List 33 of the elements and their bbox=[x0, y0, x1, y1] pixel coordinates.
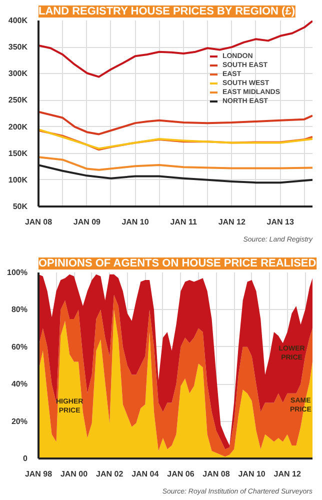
x-tick-label: JAN 98 bbox=[24, 470, 53, 478]
y-tick-label: 400K bbox=[8, 16, 28, 25]
chart-title: OPINIONS OF AGENTS ON HOUSE PRICE REALISED bbox=[38, 258, 316, 270]
y-tick-label: 0 bbox=[23, 454, 28, 463]
x-tick-label: JAN 08 bbox=[202, 470, 230, 478]
x-tick-label: JAN 08 bbox=[24, 218, 53, 226]
x-tick-label: JAN 12 bbox=[274, 470, 302, 478]
line-series bbox=[38, 156, 312, 171]
y-tick-label: 150K bbox=[8, 148, 28, 158]
x-tick-label: JAN 10 bbox=[122, 218, 150, 226]
y-tick-label: 50K bbox=[12, 202, 28, 211]
x-tick-label: JAN 12 bbox=[218, 218, 246, 226]
x-tick-label: JAN 00 bbox=[60, 470, 88, 478]
x-tick-label: JAN 06 bbox=[167, 470, 195, 478]
line-series bbox=[38, 110, 312, 136]
y-tick-label: 100% bbox=[7, 268, 28, 277]
x-tick-label: JAN 10 bbox=[238, 470, 266, 478]
y-tick-label: 60% bbox=[11, 342, 28, 352]
x-tick-label: JAN 02 bbox=[96, 470, 124, 478]
x-tick-label: JAN 13 bbox=[266, 218, 294, 226]
y-tick-label: 250K bbox=[8, 96, 28, 105]
y-tick-label: 20% bbox=[11, 416, 28, 426]
line-series bbox=[38, 20, 312, 78]
x-tick-label: JAN 11 bbox=[170, 218, 198, 226]
y-tick-label: 350K bbox=[8, 42, 28, 52]
chart-title: LAND REGISTRY HOUSE PRICES BY REGION (£) bbox=[38, 6, 296, 18]
x-tick-label: JAN 09 bbox=[73, 218, 102, 226]
y-tick-label: 300K bbox=[8, 69, 28, 78]
y-tick-label: 100K bbox=[8, 175, 28, 184]
y-tick-label: 40% bbox=[11, 380, 28, 389]
y-tick-label: 80% bbox=[11, 305, 28, 314]
x-tick-label: JAN 04 bbox=[132, 470, 160, 478]
y-tick-label: 200K bbox=[8, 122, 28, 132]
